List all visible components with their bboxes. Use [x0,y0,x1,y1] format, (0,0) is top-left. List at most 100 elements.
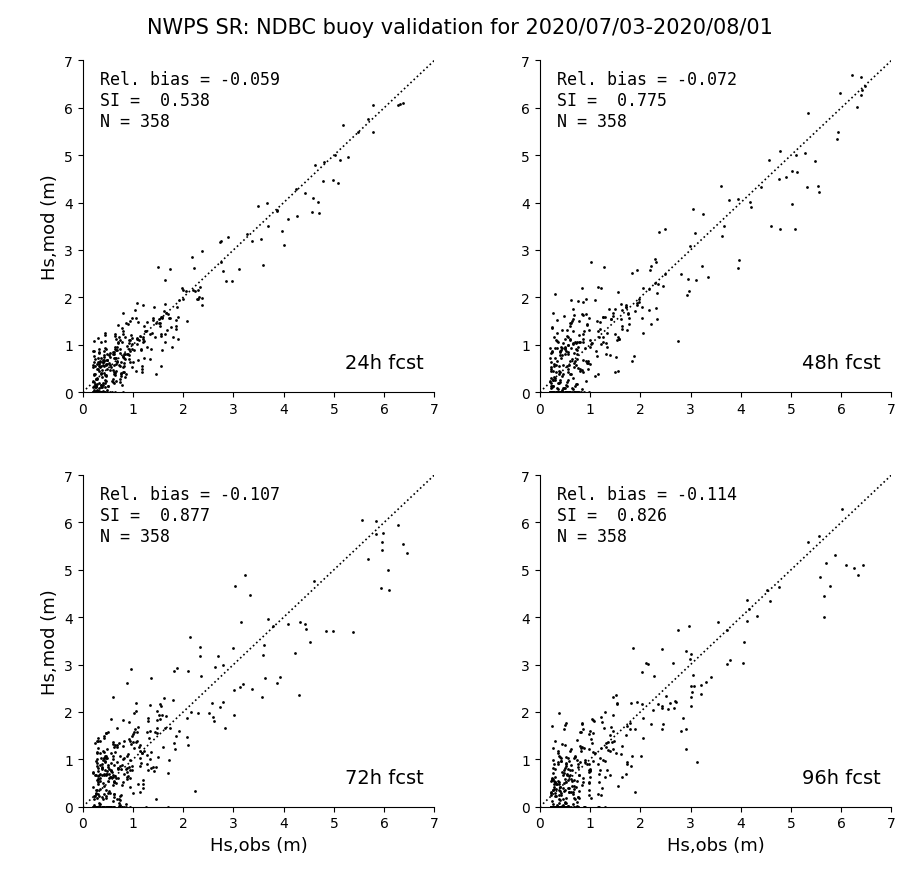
Point [594,338,608,352]
Point [684,699,698,713]
Point [144,760,159,774]
Point [100,380,115,394]
Point [817,589,832,603]
Point [800,535,815,549]
Point [575,332,590,346]
Point [95,761,109,775]
Point [559,717,573,731]
Point [553,800,568,814]
Point [106,770,120,784]
Point [85,360,100,374]
Point [134,745,149,759]
Point [641,304,656,318]
Point [98,335,113,349]
Point [151,751,165,765]
Point [552,386,567,400]
Point [549,800,563,814]
Point [94,336,108,350]
Point [90,735,105,749]
Point [121,759,136,774]
Point [114,800,129,814]
Point [93,356,108,370]
Point [789,149,804,163]
Point [232,263,246,277]
Point [551,796,566,810]
Point [119,765,134,779]
Point [274,225,289,239]
Point [213,235,228,249]
Point [100,800,115,814]
Point [178,284,193,298]
Point [86,380,101,394]
Point [111,796,126,810]
Point [558,332,573,346]
Point [130,338,144,352]
Point [149,760,164,774]
Point [137,320,152,334]
Point [112,360,127,374]
Point [100,725,115,739]
Point [599,341,614,355]
Point [577,755,592,769]
Point [86,335,101,349]
Point [611,331,626,345]
Point [560,330,574,344]
Point [95,760,109,774]
Point [548,762,562,776]
Point [91,764,106,778]
Point [667,695,682,709]
Point [742,602,756,617]
Point [124,730,139,744]
Point [565,788,580,802]
Point [603,728,618,742]
Point [117,359,131,373]
Point [739,593,754,607]
Point [138,324,153,339]
Point [92,365,107,379]
Point [123,772,138,786]
Point [107,367,121,381]
Point [90,787,105,801]
Point [227,709,242,723]
Point [148,725,163,739]
Point [94,386,108,400]
Point [553,800,568,814]
Point [704,671,719,685]
Point [595,781,609,795]
Point [764,220,778,234]
Point [96,386,110,400]
Y-axis label: Hs,mod (m): Hs,mod (m) [40,175,59,280]
Point [180,731,195,745]
Point [142,353,157,367]
Point [743,196,757,210]
Point [165,340,179,354]
Point [90,386,105,400]
Point [566,382,581,396]
Point [602,303,617,317]
Point [104,712,119,726]
Point [92,346,107,360]
Point [133,752,148,766]
Point [715,230,730,244]
Point [91,760,106,774]
Point [266,619,280,633]
Point [219,275,233,289]
Point [591,757,606,771]
Point [570,336,584,350]
Point [311,196,325,210]
Point [108,342,122,356]
Point [206,709,221,724]
Point [89,791,104,805]
Point [572,315,586,329]
Point [546,386,561,400]
Point [86,386,101,400]
Point [562,785,576,799]
Point [561,761,575,775]
Point [614,313,629,327]
Point [90,777,105,791]
Point [135,745,150,759]
Point [544,386,559,400]
Point [649,302,664,316]
Point [589,349,604,363]
Point [561,346,575,360]
